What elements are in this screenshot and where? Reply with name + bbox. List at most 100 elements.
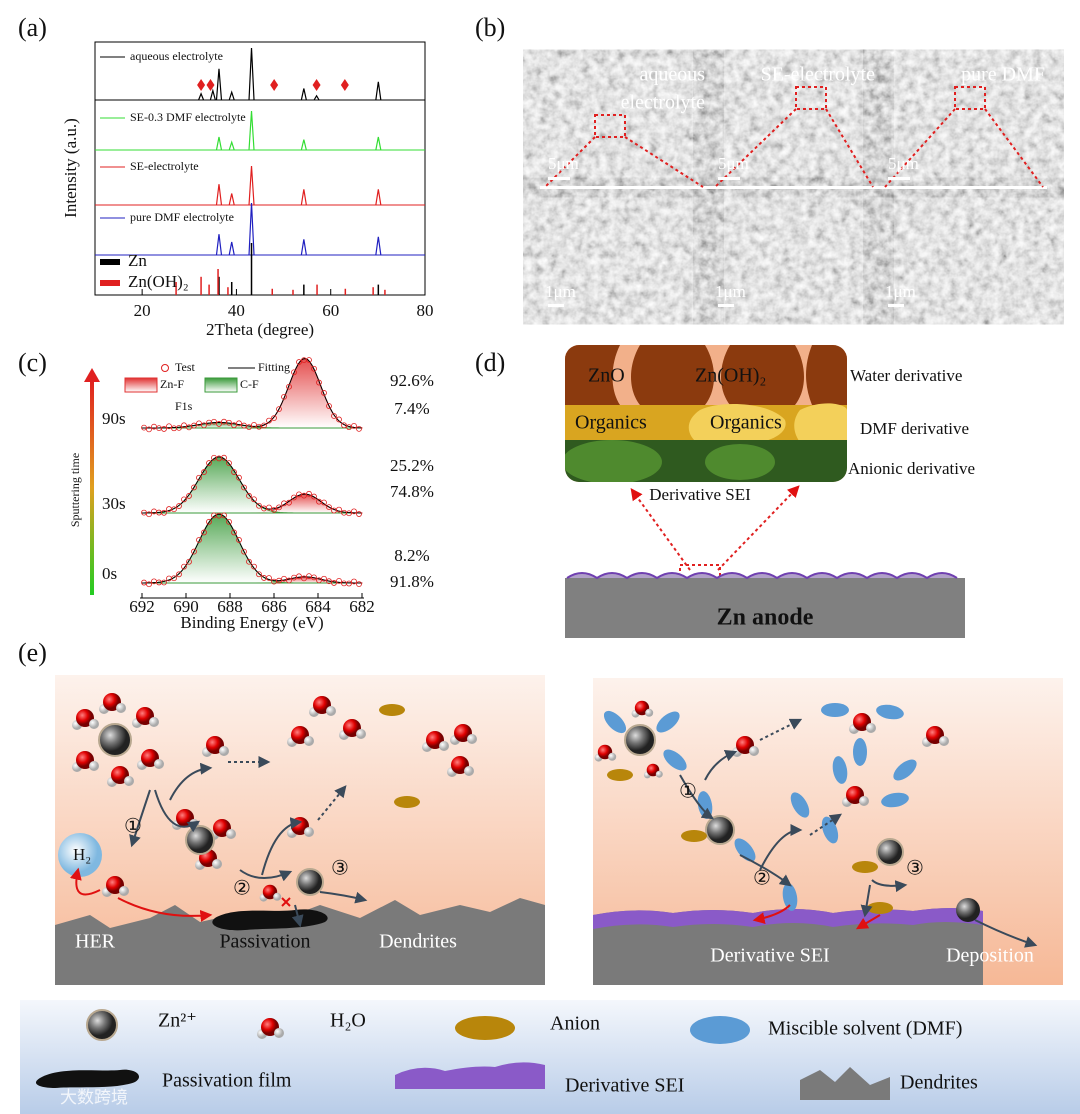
dmf [782,883,798,911]
zinc-ion [956,898,980,922]
hydrogen [154,759,164,769]
test-point [196,420,202,427]
test-point [281,575,287,582]
test-point [186,558,192,565]
test-point [261,422,267,429]
peak [375,189,382,206]
label: 92.6% [390,371,434,390]
arrow [169,762,213,801]
hydrogen [304,827,314,837]
scale-bar [888,304,904,307]
test-point [206,518,212,525]
test-point [171,506,177,513]
hydrogen [608,752,617,761]
peak-marker [340,79,349,91]
label: Zn-F [160,377,184,391]
label: Organics [710,412,782,434]
dmf [790,792,810,818]
test-point [356,511,362,517]
test-point [266,504,272,511]
arrow [752,904,791,924]
dmf [656,711,680,733]
arrow [70,867,101,896]
scale-bar [548,177,570,180]
test-point [181,496,187,503]
label: 1μm [885,282,916,301]
sputter-arrow [90,380,94,595]
panel-label: (c) [18,348,47,377]
anion [455,1016,515,1040]
test-point [271,415,277,422]
test-point [146,426,152,433]
test-point [326,578,332,585]
hydrogen [124,776,134,786]
test-point [216,421,222,427]
hydrogen [219,746,229,756]
anion [681,830,707,842]
test-point [191,422,197,429]
test-point [221,512,227,519]
hydrogen [464,766,474,776]
label: Test [175,360,195,374]
test-point [141,509,147,516]
legend-dendrites [800,1067,890,1100]
label: Water derivative [850,366,962,385]
test-point [196,537,202,543]
test-point [186,493,192,499]
label: Fitting [258,360,290,374]
peak [215,184,223,206]
test-point [196,474,202,481]
test-point [181,422,187,429]
test-point [301,575,307,582]
label: H₂ [73,845,91,864]
arrow [759,824,803,871]
h2-bubble [58,833,102,877]
test-point [331,580,337,586]
peak [228,241,235,256]
test-point [286,499,292,506]
dmf [832,756,848,784]
scale-bar [718,304,734,307]
hydrogen [655,770,663,778]
test-point [286,577,292,584]
peak [248,165,255,206]
label: 20 [134,301,151,320]
peak-marker [197,79,206,91]
test-point [311,574,317,581]
test-point [161,509,167,516]
test-point [356,581,362,587]
test-point [306,490,312,497]
label: 30s [102,494,126,513]
test-point [201,422,207,429]
dendrite-ground [55,898,545,985]
test-point [251,421,257,428]
test-point [191,548,197,555]
label: F1s [175,399,193,413]
peak [248,110,255,151]
dmf [734,838,756,862]
test-point [181,563,187,570]
label: 7.4% [394,399,429,418]
test-point [251,496,257,503]
zinc-ion [86,1009,118,1041]
test-point [336,506,342,513]
label: ZnO [588,365,625,387]
legend-band [20,1000,1080,1114]
test-point [226,460,232,467]
label: 91.8% [390,572,434,591]
arrow [809,813,842,836]
label: 0s [102,564,117,583]
test-point [286,383,292,390]
label: SE-electrolyte [761,64,876,86]
arrow [679,774,714,820]
zinc-ion [624,724,656,756]
label: 40 [228,301,245,320]
zinc-ion [876,838,904,866]
dmf [603,710,627,734]
test-point [246,558,252,565]
test-point [356,425,362,432]
label: Organics [575,412,647,434]
arrow [129,789,151,848]
zinc-ion [296,868,324,896]
hydrogen [149,717,159,727]
